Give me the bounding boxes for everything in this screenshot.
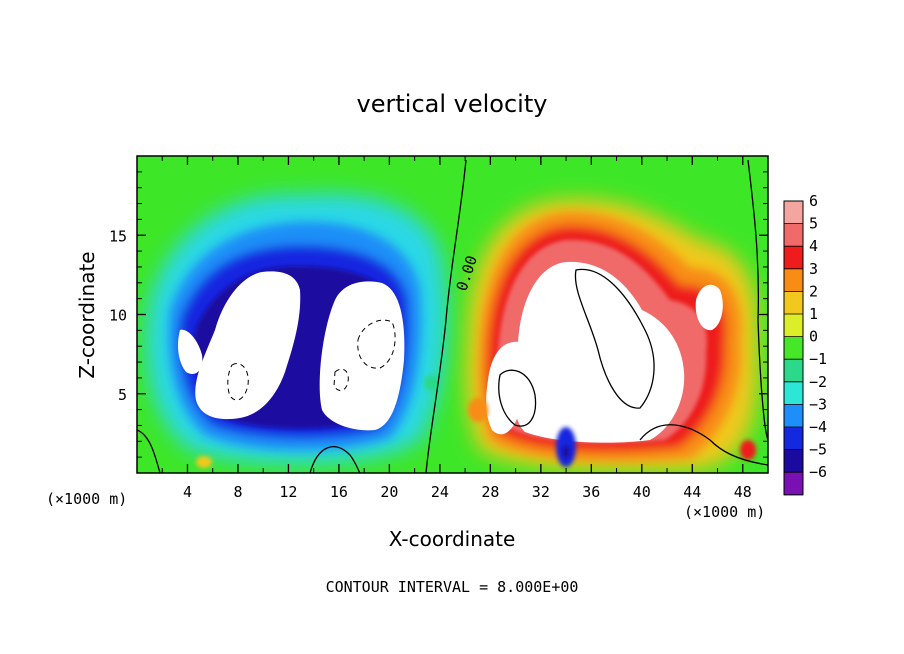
x-tick-label: 44 — [683, 483, 701, 501]
colorbar-label: 0 — [809, 328, 818, 346]
colorbar-swatch — [784, 359, 803, 383]
x-tick-label: 36 — [582, 483, 600, 501]
colorbar-swatch — [784, 449, 803, 473]
colorbar-swatch — [784, 336, 803, 360]
x-tick-label: 32 — [532, 483, 550, 501]
colorbar-label: −5 — [809, 441, 827, 459]
colorbar-label: 5 — [809, 215, 818, 233]
colorbar: 6 5 4 3 2 1 0 −1 −2 −3 −4 −5 −6 — [783, 192, 827, 496]
colorbar-swatch — [784, 246, 803, 270]
x-tick-label: 20 — [380, 483, 398, 501]
chart-title: vertical velocity — [357, 90, 548, 118]
contour-interval-note: CONTOUR INTERVAL = 8.000E+00 — [326, 578, 579, 596]
colorbar-label: 6 — [809, 192, 818, 210]
heatmap-field: 0.00 — [137, 156, 768, 473]
x-unit-right: (×1000 m) — [684, 503, 765, 521]
colorbar-label: −4 — [809, 418, 827, 436]
colorbar-swatch — [784, 268, 803, 292]
colorbar-swatch — [784, 223, 803, 247]
colorbar-swatch — [784, 472, 803, 496]
colorbar-label: 4 — [809, 237, 818, 255]
x-tick-label: 16 — [330, 483, 348, 501]
colorbar-label: −6 — [809, 463, 827, 481]
x-tick-label: 8 — [233, 483, 242, 501]
colorbar-swatch — [784, 314, 803, 338]
colorbar-label: 2 — [809, 282, 818, 300]
colorbar-label: 1 — [809, 305, 818, 323]
x-tick-label: 12 — [279, 483, 297, 501]
colorbar-swatch — [784, 404, 803, 428]
x-tick-label: 4 — [183, 483, 192, 501]
y-axis-label: Z-coordinate — [75, 251, 99, 378]
y-axis: 5 10 15 — [109, 171, 768, 458]
colorbar-swatch — [784, 291, 803, 315]
y-tick-label: 15 — [109, 227, 127, 245]
colorbar-swatch — [784, 427, 803, 451]
y-tick-label: 5 — [118, 386, 127, 404]
colorbar-label: 3 — [809, 260, 818, 278]
y-tick-label: 10 — [109, 307, 127, 325]
colorbar-label: −3 — [809, 395, 827, 413]
x-tick-label: 24 — [431, 483, 449, 501]
colorbar-swatch — [784, 381, 803, 405]
colorbar-label: −2 — [809, 373, 827, 391]
x-tick-label: 40 — [633, 483, 651, 501]
x-unit-left: (×1000 m) — [46, 490, 127, 508]
x-axis: 4 8 12 16 20 24 28 32 36 40 44 48 — [161, 156, 752, 501]
x-axis-label: X-coordinate — [389, 527, 516, 551]
x-tick-label: 48 — [734, 483, 752, 501]
colorbar-label: −1 — [809, 350, 827, 368]
colorbar-swatch — [784, 201, 803, 225]
x-tick-label: 28 — [481, 483, 499, 501]
